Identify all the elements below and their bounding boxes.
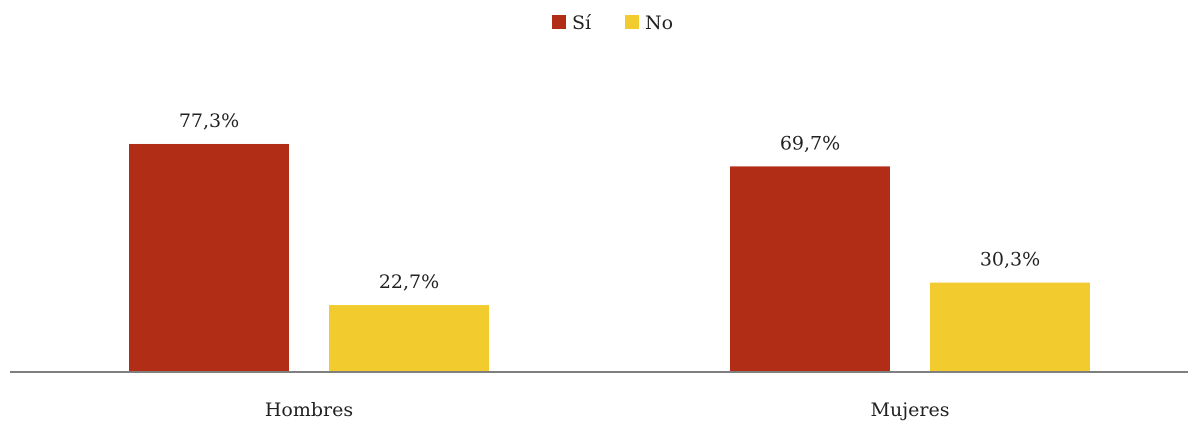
legend-label-si: Sí <box>572 12 592 34</box>
category-label-mujeres: Mujeres <box>871 399 950 421</box>
bars <box>129 143 1090 372</box>
bar-no-mujeres <box>930 282 1090 372</box>
legend-swatch-no <box>625 15 639 29</box>
data-label-si-hombres: 77,3% <box>179 110 239 132</box>
legend: Sí No <box>552 12 673 34</box>
category-label-hombres: Hombres <box>265 399 353 421</box>
data-labels: 77,3% 22,7% 69,7% 30,3% <box>179 110 1040 293</box>
data-label-no-hombres: 22,7% <box>379 271 439 293</box>
data-label-no-mujeres: 30,3% <box>980 249 1040 271</box>
bar-si-hombres <box>129 143 289 372</box>
category-labels: Hombres Mujeres <box>265 399 950 421</box>
legend-swatch-si <box>552 15 566 29</box>
legend-label-no: No <box>645 12 673 34</box>
bar-si-mujeres <box>730 166 890 372</box>
data-label-si-mujeres: 69,7% <box>780 132 840 154</box>
bar-no-hombres <box>329 305 489 372</box>
